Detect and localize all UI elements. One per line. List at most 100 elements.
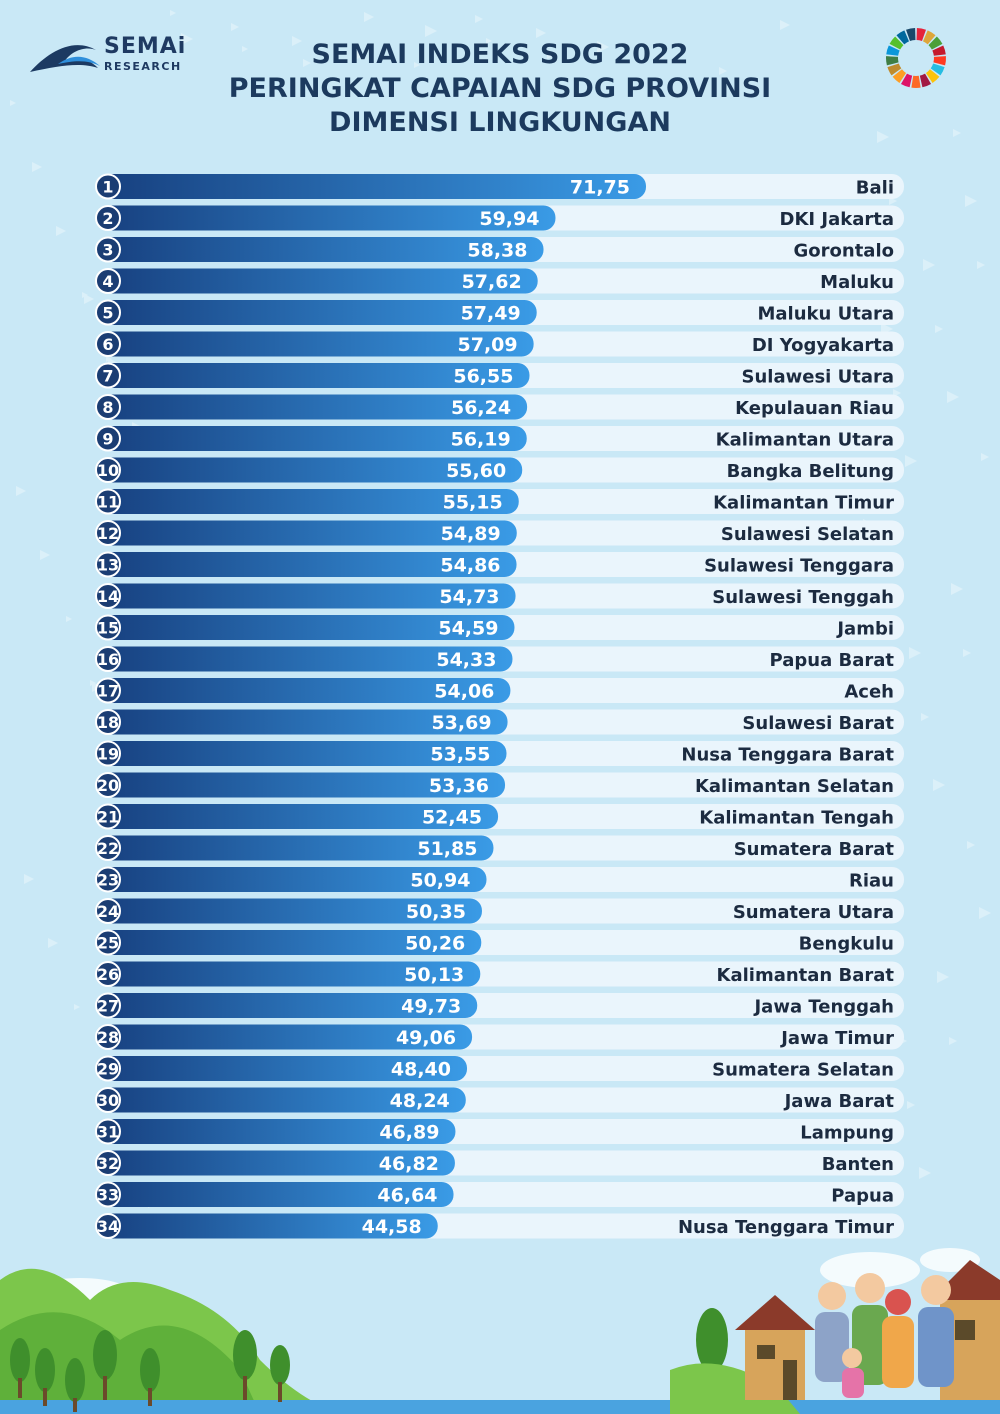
bar bbox=[96, 520, 517, 546]
rank-label: 9 bbox=[102, 430, 113, 449]
bar-row: 19 53,55 Nusa Tenggara Barat bbox=[95, 740, 904, 767]
rank-label: 22 bbox=[97, 839, 119, 858]
bar-row: 10 55,60 Bangka Belitung bbox=[95, 457, 904, 483]
province-label: Kepulauan Riau bbox=[735, 398, 894, 419]
bar bbox=[96, 552, 517, 577]
rank-label: 28 bbox=[97, 1028, 119, 1047]
value-label: 55,60 bbox=[446, 460, 506, 482]
value-label: 56,55 bbox=[453, 366, 513, 388]
chart-title-line2: PERINGKAT CAPAIAN SDG PROVINSI bbox=[228, 73, 772, 104]
value-label: 53,69 bbox=[431, 712, 491, 734]
province-label: Sulawesi Tenggah bbox=[712, 587, 894, 608]
value-label: 54,86 bbox=[440, 555, 500, 577]
value-label: 53,36 bbox=[429, 775, 489, 797]
province-label: Jawa Barat bbox=[783, 1091, 895, 1112]
bar-row: 1 71,75 Bali bbox=[95, 173, 904, 200]
value-label: 46,89 bbox=[379, 1122, 439, 1144]
province-label: Sulawesi Barat bbox=[742, 713, 894, 734]
bar-row: 18 53,69 Sulawesi Barat bbox=[95, 709, 904, 735]
value-label: 58,38 bbox=[467, 240, 527, 262]
sdg-wheel-icon bbox=[886, 28, 946, 88]
province-label: Sulawesi Tenggara bbox=[704, 556, 894, 577]
bar-row: 9 56,19 Kalimantan Utara bbox=[95, 425, 904, 452]
rank-label: 7 bbox=[102, 367, 113, 386]
bar bbox=[96, 237, 544, 262]
rank-label: 32 bbox=[97, 1154, 119, 1173]
value-label: 44,58 bbox=[362, 1216, 422, 1238]
province-label: DKI Jakarta bbox=[780, 209, 894, 230]
bar bbox=[96, 331, 534, 357]
province-label: Papua Barat bbox=[770, 650, 895, 671]
province-label: Sumatera Selatan bbox=[712, 1060, 894, 1081]
rank-badge bbox=[95, 803, 121, 830]
value-label: 57,49 bbox=[461, 303, 521, 325]
value-label: 50,26 bbox=[405, 933, 465, 955]
value-label: 59,94 bbox=[479, 208, 539, 230]
bar bbox=[96, 1182, 454, 1207]
province-label: Maluku Utara bbox=[758, 304, 895, 325]
bar-row: 13 54,86 Sulawesi Tenggara bbox=[95, 551, 904, 578]
bar-row: 25 50,26 Bengkulu bbox=[95, 929, 904, 956]
bar-row: 28 49,06 Jawa Timur bbox=[95, 1024, 904, 1050]
value-label: 56,19 bbox=[451, 429, 511, 451]
value-label: 46,82 bbox=[379, 1153, 439, 1175]
bar-row: 2 59,94 DKI Jakarta bbox=[95, 205, 904, 231]
rank-badge bbox=[95, 1055, 121, 1082]
rank-badge bbox=[95, 740, 121, 767]
bar-row: 3 58,38 Gorontalo bbox=[95, 236, 904, 263]
bar-row: 34 44,58 Nusa Tenggara Timur bbox=[95, 1213, 904, 1239]
bar bbox=[96, 898, 482, 924]
province-label: Bengkulu bbox=[799, 934, 894, 955]
rank-badge bbox=[95, 961, 121, 987]
rank-label: 27 bbox=[97, 997, 119, 1016]
bar-row: 29 48,40 Sumatera Selatan bbox=[95, 1055, 904, 1082]
brand-name: SEMAi bbox=[104, 34, 187, 59]
rank-badge bbox=[95, 614, 121, 641]
value-label: 50,13 bbox=[404, 964, 464, 986]
bar bbox=[96, 457, 523, 483]
bar-row: 32 46,82 Banten bbox=[95, 1150, 904, 1176]
value-label: 53,55 bbox=[430, 744, 490, 766]
chart-title-line3: DIMENSI LINGKUNGAN bbox=[329, 107, 671, 138]
province-label: Aceh bbox=[844, 682, 894, 703]
value-label: 55,15 bbox=[443, 492, 503, 514]
rank-badge bbox=[95, 929, 121, 956]
province-label: Kalimantan Timur bbox=[713, 493, 894, 514]
value-label: 49,73 bbox=[401, 996, 461, 1018]
bar bbox=[96, 741, 507, 766]
province-label: Lampung bbox=[800, 1123, 894, 1144]
province-label: Bali bbox=[856, 178, 894, 199]
bar bbox=[96, 583, 516, 609]
province-label: Kalimantan Selatan bbox=[695, 776, 894, 797]
bar bbox=[96, 394, 528, 420]
bar bbox=[96, 1213, 438, 1239]
bar bbox=[96, 1056, 468, 1081]
bar bbox=[96, 867, 487, 892]
brand-subtitle: RESEARCH bbox=[104, 60, 182, 73]
bar bbox=[96, 489, 519, 514]
bar bbox=[96, 993, 478, 1018]
rank-label: 11 bbox=[97, 493, 119, 512]
rank-badge bbox=[95, 898, 121, 924]
province-label: Sumatera Utara bbox=[733, 902, 894, 923]
bar bbox=[96, 615, 515, 640]
rank-label: 21 bbox=[97, 808, 119, 827]
bar-row: 22 51,85 Sumatera Barat bbox=[95, 835, 904, 861]
value-label: 54,59 bbox=[438, 618, 498, 640]
bar bbox=[96, 268, 538, 294]
province-label: Sulawesi Utara bbox=[742, 367, 894, 388]
rank-badge bbox=[95, 299, 121, 326]
province-label: Banten bbox=[822, 1154, 894, 1175]
rank-badge bbox=[95, 866, 121, 893]
rank-badge bbox=[95, 520, 121, 546]
bar bbox=[96, 426, 527, 451]
bar-row: 5 57,49 Maluku Utara bbox=[95, 299, 904, 326]
bar-row: 31 46,89 Lampung bbox=[95, 1118, 904, 1145]
rank-badge bbox=[95, 992, 121, 1019]
province-label: Maluku bbox=[820, 272, 894, 293]
bar-row: 14 54,73 Sulawesi Tenggah bbox=[95, 583, 904, 609]
province-label: Kalimantan Barat bbox=[717, 965, 895, 986]
value-label: 54,73 bbox=[439, 586, 499, 608]
rank-badge bbox=[95, 1087, 121, 1113]
rank-label: 16 bbox=[97, 650, 119, 669]
